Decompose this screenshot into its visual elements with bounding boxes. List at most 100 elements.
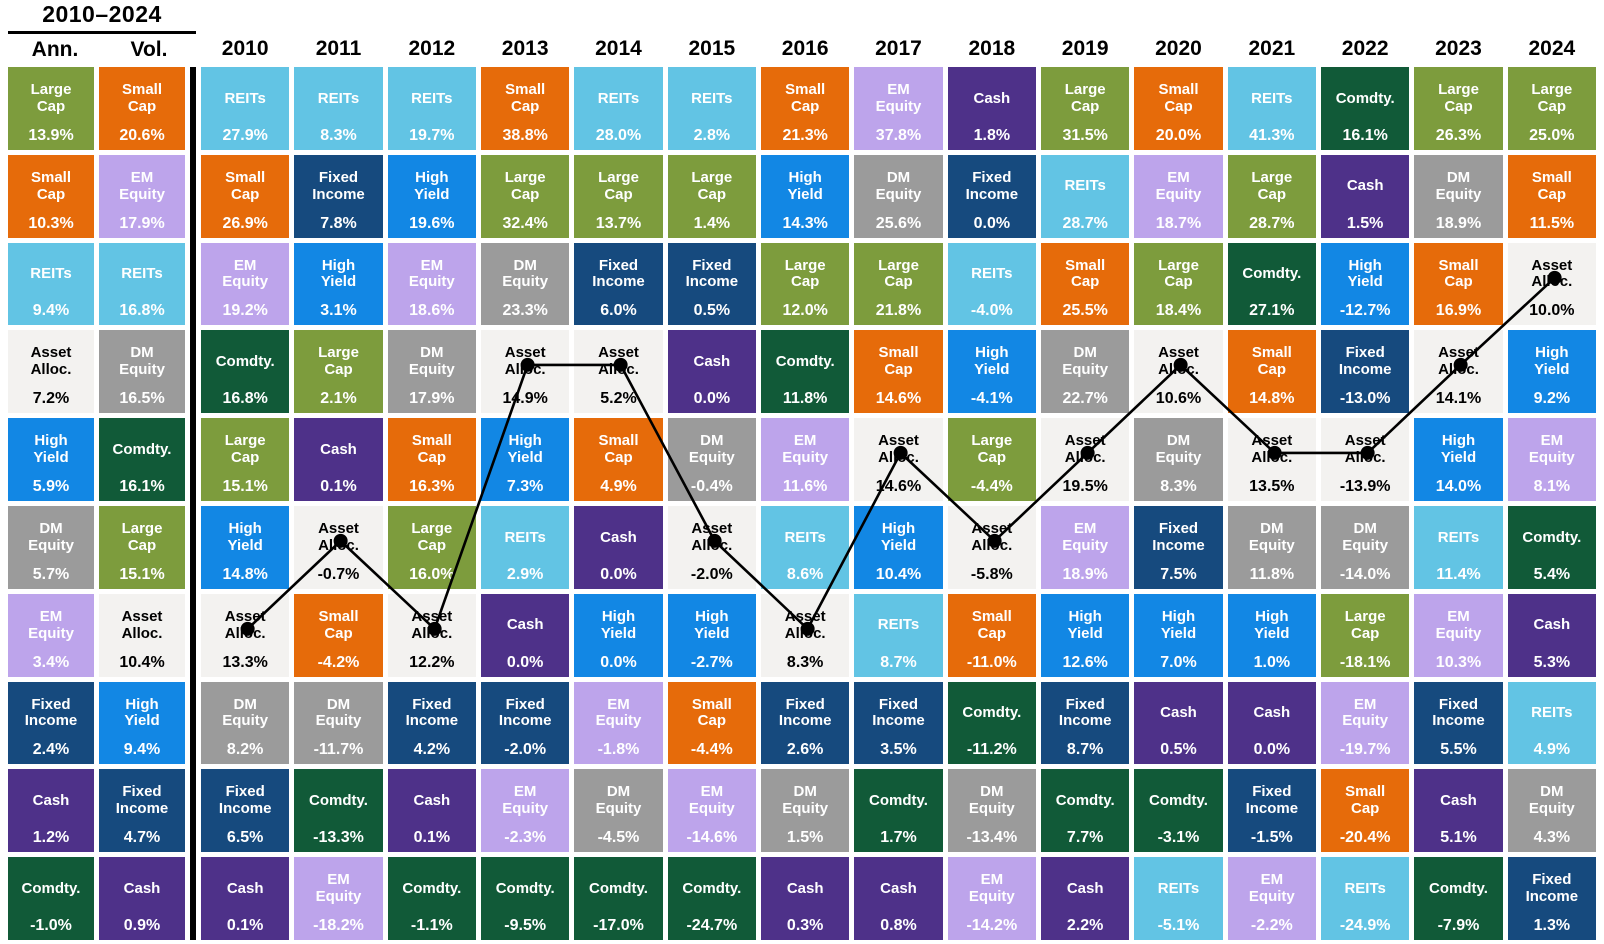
year-header: 2018 xyxy=(968,37,1016,60)
asset-cell: Fixed Income 3.5% xyxy=(854,681,943,765)
asset-name: Comdty. xyxy=(1335,89,1395,107)
asset-name: Asset Alloc. xyxy=(691,520,733,554)
asset-cell: High Yield 9.4% xyxy=(99,681,185,765)
asset-name: High Yield xyxy=(974,344,1010,379)
asset-cell: EM Equity 18.6% xyxy=(387,242,476,326)
asset-cell: Small Cap 14.8% xyxy=(1227,330,1316,414)
asset-cell: REITs 19.7% xyxy=(387,67,476,150)
asset-name: EM Equity xyxy=(968,871,1015,906)
asset-return-value: -7.9% xyxy=(1437,917,1480,934)
asset-return-value: 12.2% xyxy=(409,653,455,671)
asset-return-value: 18.7% xyxy=(1155,214,1202,232)
asset-name: Fixed Income xyxy=(1432,695,1485,730)
asset-name: Large Cap xyxy=(1531,81,1573,115)
asset-cell: High Yield 7.3% xyxy=(481,418,570,501)
asset-name: Fixed Income xyxy=(218,783,272,818)
year-header: 2019 xyxy=(1061,37,1109,60)
asset-cell: High Yield 12.6% xyxy=(1041,593,1130,677)
asset-cell: Large Cap 21.8% xyxy=(854,242,943,326)
asset-return-value: 5.5% xyxy=(1440,741,1477,759)
asset-cell: Comdty. -9.5% xyxy=(481,857,570,940)
asset-return-value: 7.3% xyxy=(506,478,544,495)
asset-cell: High Yield 19.6% xyxy=(387,154,476,238)
asset-cell: DM Equity 5.7% xyxy=(8,506,94,589)
asset-name: DM Equity xyxy=(315,695,362,730)
asset-name: Large Cap xyxy=(784,256,826,291)
asset-cell: Asset Alloc. 7.2% xyxy=(8,330,94,414)
asset-name: Asset Alloc. xyxy=(598,344,639,379)
asset-return-value: 3.4% xyxy=(32,653,70,671)
asset-return-value: 19.5% xyxy=(1062,478,1108,495)
asset-name: Fixed Income xyxy=(1525,871,1579,906)
asset-name: REITs xyxy=(224,89,266,107)
asset-name: Small Cap xyxy=(30,168,72,203)
asset-name: REITs xyxy=(1531,704,1573,722)
asset-return-value: 18.9% xyxy=(1062,565,1108,583)
asset-cell: Asset Alloc. 19.5% xyxy=(1041,418,1130,501)
asset-cell: Small Cap -20.4% xyxy=(1321,769,1410,853)
asset-name: High Yield xyxy=(880,520,917,554)
asset-return-value: 17.9% xyxy=(119,214,165,232)
asset-return-value: 14.0% xyxy=(1435,478,1482,495)
asset-cell: Cash 0.8% xyxy=(854,857,943,940)
asset-cell: DM Equity -0.4% xyxy=(667,418,756,501)
asset-return-value: -1.5% xyxy=(1250,829,1293,847)
asset-name: High Yield xyxy=(124,695,160,730)
asset-cell: Fixed Income 2.4% xyxy=(8,681,94,765)
asset-name: EM Equity xyxy=(1155,168,1202,203)
asset-return-value: 16.8% xyxy=(119,302,165,320)
asset-name: Fixed Income xyxy=(24,695,78,730)
asset-return-value: 0.0% xyxy=(973,214,1011,232)
asset-cell: EM Equity -19.7% xyxy=(1321,681,1410,765)
asset-cell: Asset Alloc. 13.3% xyxy=(201,593,290,677)
asset-cell: Asset Alloc. -13.9% xyxy=(1321,418,1410,501)
asset-return-value: 10.4% xyxy=(119,653,165,671)
asset-cell: High Yield 1.0% xyxy=(1227,593,1316,677)
asset-return-value: 1.7% xyxy=(880,829,917,847)
asset-return-value: 4.9% xyxy=(600,478,637,495)
asset-name: High Yield xyxy=(694,607,730,642)
asset-name: Comdty. xyxy=(215,352,275,370)
asset-cell: Cash 2.2% xyxy=(1041,857,1130,940)
asset-return-value: -2.2% xyxy=(1250,917,1293,934)
asset-return-value: 11.6% xyxy=(782,478,828,495)
asset-return-value: -13.0% xyxy=(1339,390,1391,408)
asset-name: Small Cap xyxy=(1438,256,1479,291)
asset-return-value: 8.6% xyxy=(786,565,824,583)
year-header: 2011 xyxy=(315,37,362,60)
asset-cell: Large Cap 1.4% xyxy=(667,154,756,238)
asset-name: Comdty. xyxy=(869,791,928,809)
asset-name: Small Cap xyxy=(411,432,452,467)
asset-return-value: 8.1% xyxy=(1533,478,1571,495)
asset-name: Small Cap xyxy=(1251,344,1292,379)
asset-return-value: 26.3% xyxy=(1435,126,1482,144)
asset-return-value: 7.0% xyxy=(1160,653,1197,671)
asset-cell: Comdty. 16.1% xyxy=(99,418,185,501)
asset-cell: REITs 9.4% xyxy=(8,242,94,326)
asset-name: DM Equity xyxy=(28,520,74,554)
asset-name: REITs xyxy=(597,89,640,107)
asset-name: Comdty. xyxy=(775,352,835,370)
asset-name: EM Equity xyxy=(875,81,922,115)
asset-cell: EM Equity 11.6% xyxy=(761,418,850,501)
asset-name: High Yield xyxy=(1067,607,1103,642)
asset-return-value: 9.4% xyxy=(32,302,70,320)
asset-cell: Fixed Income 2.6% xyxy=(761,681,850,765)
asset-cell: Comdty. 27.1% xyxy=(1227,242,1316,326)
asset-name: DM Equity xyxy=(1435,168,1482,203)
asset-return-value: 5.1% xyxy=(1440,829,1477,847)
asset-cell: Large Cap 18.4% xyxy=(1134,242,1223,326)
asset-name: Cash xyxy=(880,879,917,897)
asset-name: EM Equity xyxy=(28,607,74,642)
asset-cell: Fixed Income -1.5% xyxy=(1227,769,1316,853)
asset-cell: Comdty. -1.1% xyxy=(387,857,476,940)
asset-cell: Asset Alloc. -2.0% xyxy=(667,506,756,589)
asset-return-value: 1.3% xyxy=(1533,917,1571,934)
asset-cell: Asset Alloc. 5.2% xyxy=(574,330,663,414)
asset-return-value: -11.2% xyxy=(966,741,1017,759)
asset-name: Large Cap xyxy=(1158,256,1199,291)
asset-cell: Small Cap 26.9% xyxy=(201,154,290,238)
asset-name: Asset Alloc. xyxy=(1064,432,1106,467)
asset-cell: High Yield 9.2% xyxy=(1507,330,1596,414)
asset-return-value: 21.8% xyxy=(875,302,922,320)
